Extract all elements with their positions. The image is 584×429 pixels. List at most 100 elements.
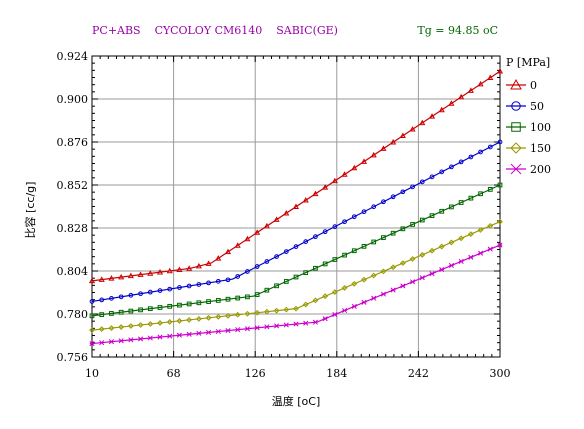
triangle-marker (322, 184, 329, 190)
series-line (91, 184, 501, 317)
square-marker (497, 182, 503, 188)
cross-marker (458, 258, 464, 264)
diamond-marker (351, 280, 358, 287)
cross-marker (371, 295, 377, 301)
triangle-marker (312, 190, 319, 197)
diamond-marker (147, 321, 154, 327)
circle-marker (487, 144, 493, 150)
circle-marker (381, 199, 386, 205)
y-tick-label: 0.780 (57, 308, 89, 321)
square-marker (390, 230, 396, 236)
cross-marker (487, 246, 493, 252)
circle-marker (497, 139, 503, 145)
cross-marker (215, 328, 221, 335)
triangle-marker (351, 164, 358, 171)
x-tick-label: 184 (326, 367, 347, 380)
diamond-marker (331, 289, 338, 295)
square-marker (439, 208, 445, 214)
square-marker (196, 300, 202, 306)
triangle-marker (283, 209, 290, 216)
square-marker (332, 257, 338, 262)
square-marker (274, 283, 279, 289)
cross-marker (108, 339, 114, 345)
cross-marker (118, 338, 124, 344)
diamond-marker (399, 260, 406, 267)
legend-label: 100 (530, 121, 551, 134)
circle-marker (449, 164, 454, 170)
y-tick-label: 0.924 (57, 50, 89, 63)
square-marker (167, 303, 173, 309)
square-marker (478, 191, 483, 197)
square-marker (458, 200, 464, 205)
cross-marker (478, 250, 484, 256)
square-marker (138, 307, 143, 313)
cross-marker (312, 319, 318, 325)
triangle-marker (118, 273, 125, 280)
square-marker (468, 195, 474, 201)
diamond-marker (419, 251, 426, 258)
diamond-marker (176, 318, 183, 324)
x-tick-label: 126 (245, 367, 266, 380)
square-marker (89, 313, 95, 319)
triangle-marker (341, 171, 348, 177)
diamond-marker (273, 307, 280, 314)
square-marker (128, 308, 134, 314)
diamond-marker (448, 239, 455, 246)
cross-marker (332, 312, 338, 318)
triangle-marker (98, 276, 105, 282)
triangle-marker (360, 158, 368, 164)
series-200 (89, 242, 503, 347)
diamond-marker (205, 314, 212, 321)
circle-marker (371, 204, 377, 210)
square-marker (342, 252, 347, 258)
diamond-marker (322, 293, 329, 300)
tg-label: Tg = 94.85 oC (417, 24, 498, 37)
circle-marker (89, 299, 95, 304)
square-marker (254, 292, 260, 297)
series-150 (89, 218, 503, 334)
circle-marker (468, 154, 474, 160)
y-tick-label: 0.876 (57, 136, 89, 149)
triangle-marker (127, 272, 134, 279)
circle-marker (303, 239, 309, 244)
square-marker (429, 213, 435, 219)
square-marker (118, 309, 124, 315)
diamond-marker (380, 268, 387, 275)
square-marker (186, 301, 192, 307)
cross-marker (510, 163, 522, 175)
circle-marker (177, 285, 182, 290)
square-marker (351, 248, 357, 254)
circle-marker (225, 277, 231, 283)
circle-marker (157, 288, 163, 294)
cross-marker (283, 322, 289, 328)
triangle-marker (390, 138, 397, 145)
x-tick-label: 300 (490, 367, 511, 380)
triangle-marker (510, 78, 522, 90)
square-marker (313, 265, 318, 271)
cross-marker (196, 330, 202, 336)
triangle-marker (448, 100, 455, 106)
diamond-marker (263, 308, 270, 315)
legend-item-0: 0 (506, 78, 537, 92)
cross-marker (322, 316, 328, 322)
diamond-marker (283, 306, 290, 313)
diamond-marker (302, 301, 309, 308)
diamond-marker (477, 227, 484, 233)
circle-marker (511, 101, 521, 111)
cross-marker (176, 332, 182, 338)
y-tick-label: 0.756 (57, 351, 89, 364)
square-marker (147, 306, 153, 312)
square-marker (361, 243, 367, 249)
triangle-marker (496, 67, 504, 74)
circle-marker (342, 219, 347, 225)
cross-marker (390, 287, 396, 293)
circle-marker (264, 259, 270, 264)
circle-marker (254, 264, 260, 269)
circle-marker (99, 297, 105, 303)
cross-marker (89, 341, 95, 347)
cross-marker (400, 283, 406, 289)
cross-marker (274, 323, 280, 329)
legend-item-50: 50 (506, 100, 544, 113)
cross-marker (497, 242, 503, 248)
